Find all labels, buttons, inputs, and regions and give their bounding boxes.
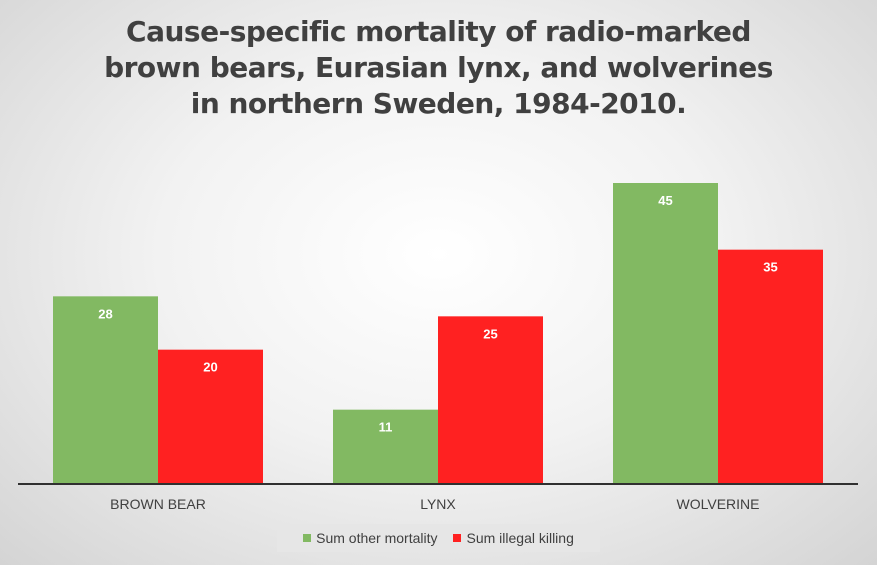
data-label-wolverine-sum-illegal-killing: 35: [763, 260, 777, 275]
bar-wolverine-sum-other-mortality: [613, 183, 718, 483]
legend-item-illegal-killing: Sum illegal killing: [453, 530, 574, 546]
x-tick-label-brown-bear: BROWN BEAR: [110, 496, 206, 512]
bar-lynx-sum-illegal-killing: [438, 316, 543, 483]
bar-brown-bear-sum-other-mortality: [53, 296, 158, 483]
data-label-brown-bear-sum-other-mortality: 28: [98, 306, 112, 321]
bar-brown-bear-sum-illegal-killing: [158, 349, 263, 483]
legend-swatch-other-mortality: [303, 534, 312, 542]
legend-label-illegal-killing: Sum illegal killing: [466, 530, 574, 546]
legend: Sum other mortality Sum illegal killing: [277, 524, 600, 552]
bar-lynx-sum-other-mortality: [333, 409, 438, 483]
chart-title: Cause-specific mortality of radio-marked…: [104, 15, 773, 120]
data-label-wolverine-sum-other-mortality: 45: [658, 193, 672, 208]
data-label-brown-bear-sum-illegal-killing: 20: [203, 360, 217, 375]
legend-label-other-mortality: Sum other mortality: [316, 530, 438, 546]
x-tick-label-wolverine: WOLVERINE: [677, 496, 760, 512]
data-label-lynx-sum-other-mortality: 11: [379, 420, 393, 435]
legend-item-other-mortality: Sum other mortality: [303, 530, 437, 546]
x-tick-label-lynx: LYNX: [420, 496, 456, 512]
bar-wolverine-sum-illegal-killing: [718, 249, 823, 483]
legend-swatch-illegal-killing: [453, 534, 462, 542]
data-label-lynx-sum-illegal-killing: 25: [483, 326, 497, 341]
